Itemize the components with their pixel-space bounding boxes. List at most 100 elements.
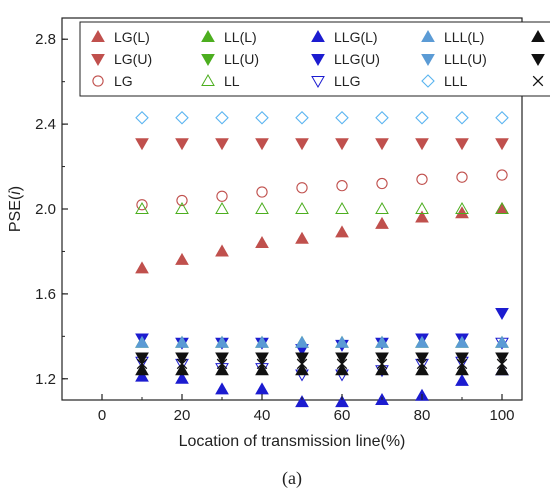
legend-marker-ro-u (531, 54, 545, 67)
point-lg (176, 194, 188, 207)
point-lg (376, 177, 388, 190)
point-lg-l (135, 261, 149, 274)
point-ro (216, 358, 228, 370)
point-lll (295, 110, 309, 125)
point-lll (135, 110, 149, 125)
legend-marker-ro (532, 75, 544, 87)
point-lll-l (415, 335, 429, 348)
y-tick-label: 2.4 (35, 116, 56, 133)
legend-label-lg-u: LG(U) (114, 51, 152, 67)
legend-marker-lg-u (91, 54, 105, 67)
point-lg-u (415, 138, 429, 151)
legend-marker-lg-l (91, 29, 105, 42)
y-axis-title: PSE(i) (7, 186, 24, 232)
point-lll-l (175, 335, 189, 348)
point-ll (335, 201, 349, 214)
point-llg-l (455, 373, 469, 386)
point-ll (455, 201, 469, 214)
point-llg-l (335, 395, 349, 408)
y-tick-label: 1.2 (35, 371, 56, 388)
point-ll (135, 201, 149, 214)
series-llg-u (135, 307, 509, 357)
legend-label-llg: LLG (334, 73, 360, 89)
point-ll (295, 201, 309, 214)
point-lg-l (415, 210, 429, 223)
point-ro-u (495, 352, 509, 365)
point-ro (496, 358, 508, 370)
point-lll (335, 110, 349, 125)
point-llg-l (295, 395, 309, 408)
legend-marker-lll-u (421, 54, 435, 67)
point-lg-l (375, 216, 389, 229)
x-tick-label: 20 (174, 407, 191, 424)
point-lg-u (135, 138, 149, 151)
point-ro (176, 358, 188, 370)
point-lg-l (295, 231, 309, 244)
point-ll (415, 201, 429, 214)
point-ro-l (495, 363, 509, 376)
point-llg-l (135, 369, 149, 382)
point-lll-l (255, 335, 269, 348)
x-tick-label: 80 (414, 407, 431, 424)
point-lg-l (455, 206, 469, 219)
point-lg-l (175, 252, 189, 265)
point-ro-u (215, 352, 229, 365)
x-tick-label: 0 (98, 407, 106, 424)
axes: 0 20 40 60 80 100 1.2 1.6 2.0 2.4 2.8 (35, 31, 514, 424)
point-lg (336, 180, 348, 192)
point-lg-l (255, 235, 269, 248)
series-lg (136, 169, 508, 211)
point-ro-u (455, 352, 469, 365)
point-ll (495, 201, 509, 214)
point-ro-u (255, 352, 269, 365)
point-lg-l (215, 244, 229, 257)
legend-marker-lll-l (421, 29, 435, 42)
point-lll (415, 110, 429, 125)
point-llg-l (175, 371, 189, 384)
legend-marker-llg (311, 76, 325, 89)
point-ll (175, 201, 189, 214)
point-ro (456, 358, 468, 370)
legend-marker-ro-l (531, 29, 545, 42)
point-ll (215, 201, 229, 214)
point-lg-u (455, 138, 469, 151)
series-ll (135, 201, 509, 214)
point-ro (376, 358, 388, 370)
legend-marker-llg-u (311, 54, 325, 67)
series-ll-l (135, 335, 509, 348)
point-lg-u (375, 138, 389, 151)
point-lg (416, 173, 428, 185)
x-tick-label: 60 (334, 407, 351, 424)
x-axis-title: Location of transmission line(%) (179, 433, 406, 450)
point-lg-u (495, 138, 509, 151)
series-ro-l (135, 363, 509, 376)
point-lll-l (375, 335, 389, 348)
point-llg-l (255, 382, 269, 395)
point-lll-l (295, 335, 309, 348)
series-ro (136, 358, 508, 370)
legend-marker-ll-u (201, 54, 215, 67)
point-ro-u (415, 352, 429, 365)
point-ll (255, 201, 269, 214)
x-tick-label: 40 (254, 407, 271, 424)
point-ro (296, 358, 308, 370)
point-lg (296, 182, 308, 194)
point-lll (375, 110, 389, 125)
point-ro-u (335, 352, 349, 365)
point-ro-l (295, 363, 309, 376)
series-ro-u (135, 352, 509, 365)
point-ro-l (455, 363, 469, 376)
legend-marker-lg (92, 75, 104, 87)
point-ro (136, 358, 148, 370)
point-ro-l (135, 363, 149, 376)
point-ro-u (135, 352, 149, 365)
data-points (135, 76, 509, 408)
legend-label-llg-u: LLG(U) (334, 51, 380, 67)
point-ro-l (335, 363, 349, 376)
point-llg-l (215, 382, 229, 395)
point-ro-u (375, 352, 389, 365)
legend-label-lll-u: LLL(U) (444, 51, 487, 67)
point-lll-l (455, 335, 469, 348)
point-lll (455, 110, 469, 125)
